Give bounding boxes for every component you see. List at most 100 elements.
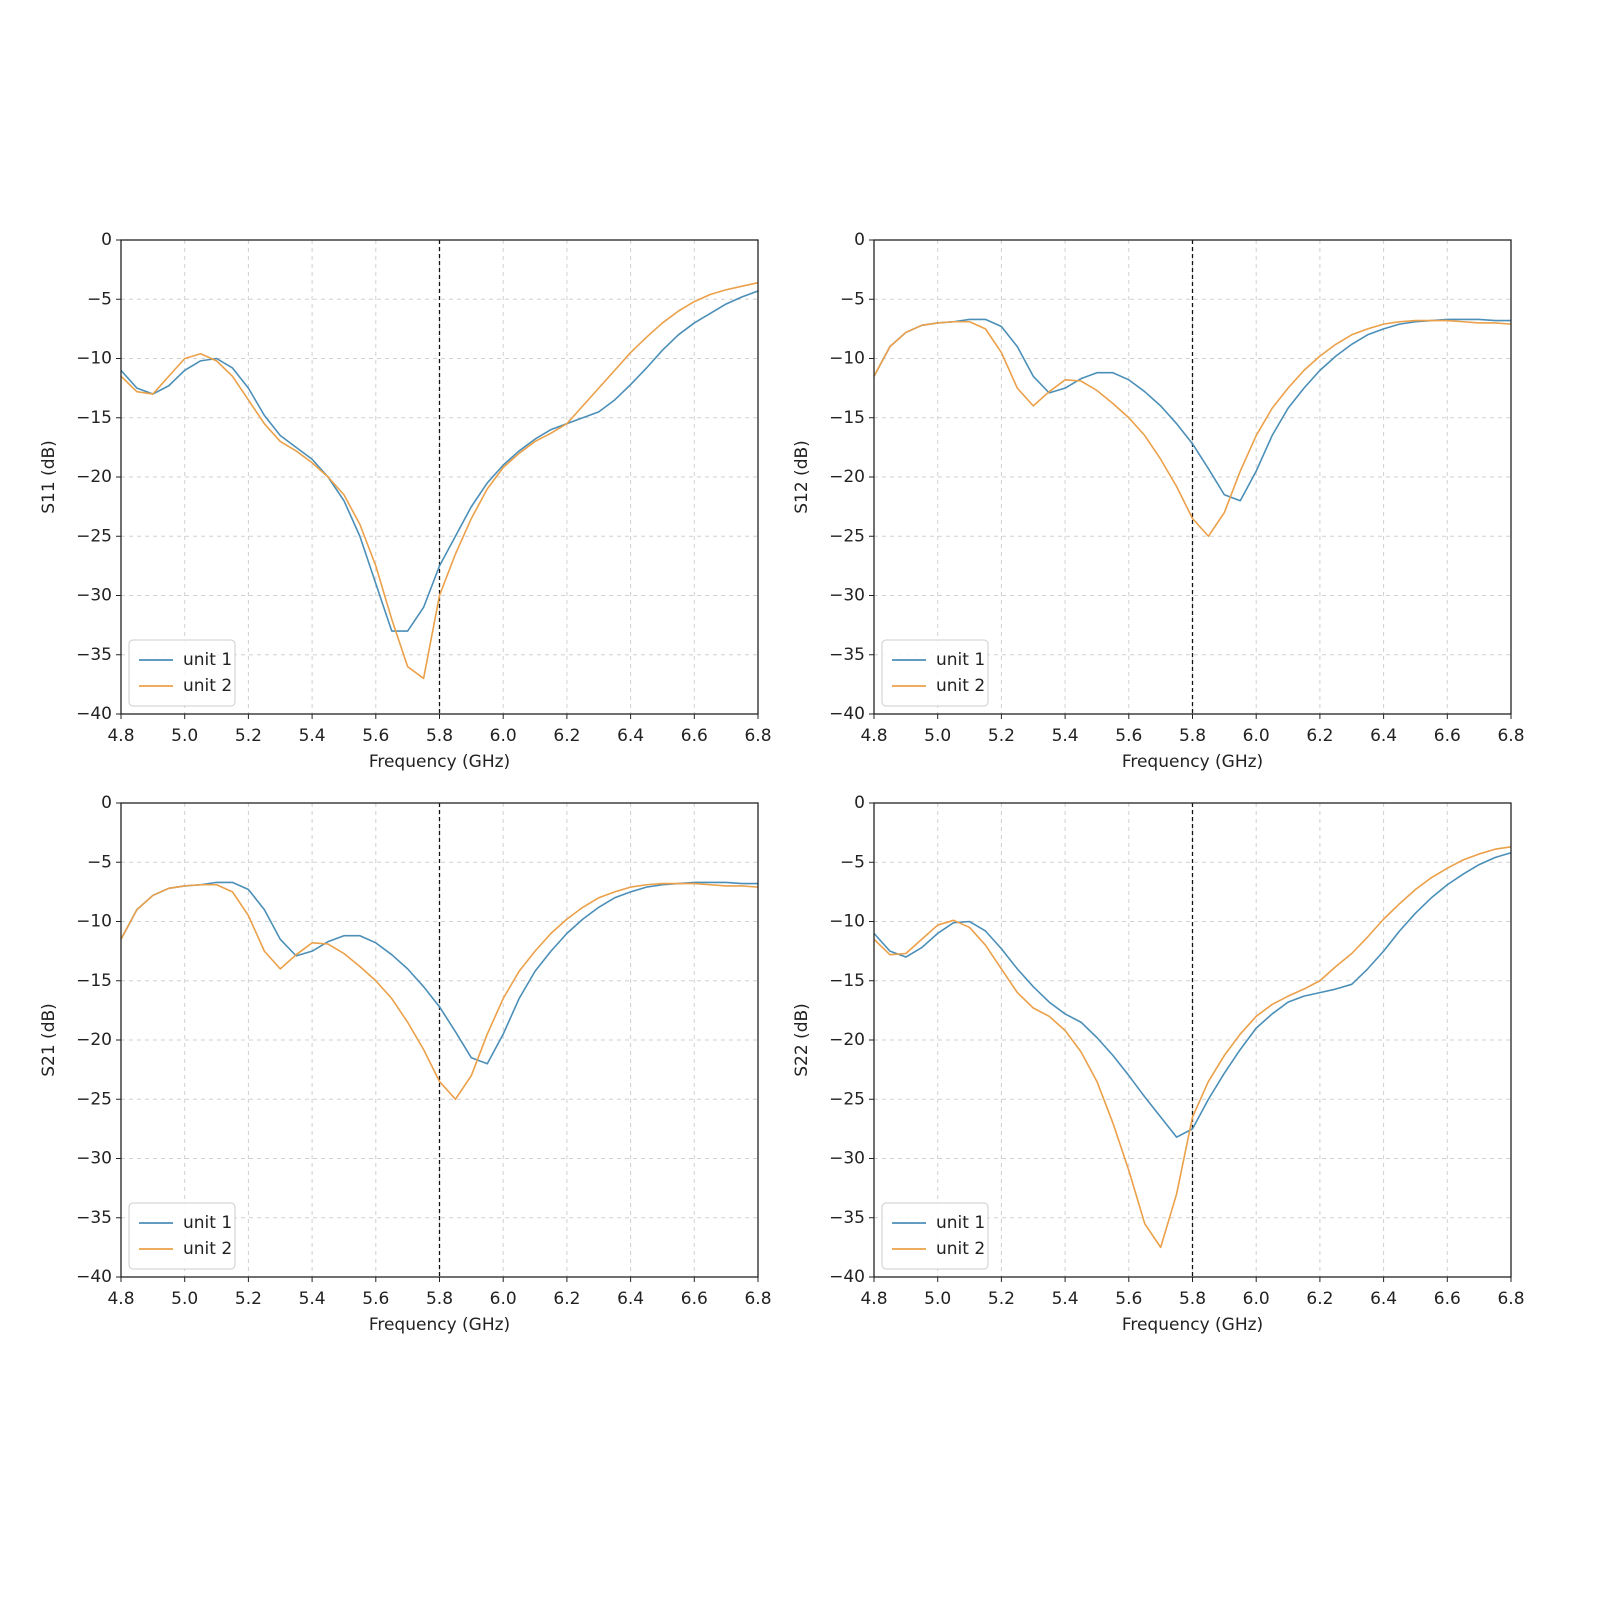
x-tick-label: 6.4 xyxy=(1370,1289,1397,1309)
x-tick-label: 5.0 xyxy=(171,1289,198,1309)
legend-label: unit 2 xyxy=(936,1239,985,1259)
y-tick-label: −10 xyxy=(829,912,865,932)
subplot: 4.8 5.0 5.2 5.4 5.6 5.8 6.0 6.2 6.4 6.6 6.8 −40 −35 −… xyxy=(39,793,772,1335)
x-tick-label: 4.8 xyxy=(860,726,887,746)
x-tick-label: 5.8 xyxy=(426,1289,453,1309)
x-tick-label: 6.2 xyxy=(553,726,580,746)
x-tick-label: 4.8 xyxy=(860,1289,887,1309)
x-tick-label: 6.0 xyxy=(1243,1289,1270,1309)
x-tick-label: 6.2 xyxy=(1306,1289,1333,1309)
data-line xyxy=(873,318,1511,502)
x-tick-label: 5.6 xyxy=(1115,1289,1142,1309)
y-tick-label: −20 xyxy=(829,467,865,487)
legend-label: unit 1 xyxy=(183,650,232,670)
x-tick-label: 5.2 xyxy=(988,726,1015,746)
x-tick-label: 5.8 xyxy=(1179,726,1206,746)
legend-box xyxy=(881,639,989,707)
legend-label: unit 2 xyxy=(183,1239,232,1259)
x-tick-label: 6.6 xyxy=(681,1289,708,1309)
legend-label: unit 1 xyxy=(183,1213,232,1233)
x-tick-label: 5.0 xyxy=(924,726,951,746)
plot-frame xyxy=(873,802,1512,1278)
x-tick-label: 6.8 xyxy=(744,726,771,746)
x-tick-label: 5.4 xyxy=(1052,1289,1079,1309)
x-tick-label: 4.8 xyxy=(107,726,134,746)
legend-label: unit 2 xyxy=(936,676,985,696)
x-tick-label: 5.0 xyxy=(924,1289,951,1309)
x-tick-label: 6.0 xyxy=(1243,726,1270,746)
y-tick-label: −10 xyxy=(76,349,112,369)
legend-box xyxy=(881,1202,989,1270)
y-tick-label: −35 xyxy=(829,645,865,665)
x-axis-label: Frequency (GHz) xyxy=(1122,1315,1263,1335)
legend-label: unit 1 xyxy=(936,650,985,670)
x-axis-label: Frequency (GHz) xyxy=(369,752,510,772)
x-tick-label: 6.6 xyxy=(1434,726,1461,746)
plot-frame xyxy=(873,239,1512,715)
subplot: 4.8 5.0 5.2 5.4 5.6 5.8 6.0 6.2 6.4 6.6 6.8 −40 −35 −… xyxy=(792,230,1525,772)
y-tick-label: −35 xyxy=(829,1208,865,1228)
y-tick-label: −5 xyxy=(840,852,865,872)
x-tick-label: 5.2 xyxy=(235,726,262,746)
y-tick-label: 0 xyxy=(101,230,112,250)
x-tick-label: 5.8 xyxy=(1179,1289,1206,1309)
x-tick-label: 6.0 xyxy=(490,1289,517,1309)
data-line xyxy=(873,846,1512,1249)
y-axis-label: S12 (dB) xyxy=(792,440,812,514)
y-tick-label: −15 xyxy=(829,971,865,991)
legend-box xyxy=(128,1202,236,1270)
y-tick-label: −5 xyxy=(87,289,112,309)
legend-box xyxy=(128,639,236,707)
x-tick-label: 6.8 xyxy=(1497,1289,1524,1309)
data-line xyxy=(120,290,759,632)
y-tick-label: −25 xyxy=(829,526,865,546)
y-tick-label: −30 xyxy=(76,586,112,606)
y-tick-label: −40 xyxy=(76,704,112,724)
y-axis-label: S21 (dB) xyxy=(39,1003,59,1077)
y-tick-label: −5 xyxy=(87,852,112,872)
x-tick-label: 5.6 xyxy=(1115,726,1142,746)
x-tick-label: 5.4 xyxy=(299,726,326,746)
y-tick-label: −40 xyxy=(829,704,865,724)
y-tick-label: −20 xyxy=(76,1030,112,1050)
y-tick-label: 0 xyxy=(854,230,865,250)
x-tick-label: 6.4 xyxy=(1370,726,1397,746)
y-tick-label: −25 xyxy=(829,1089,865,1109)
x-tick-label: 5.2 xyxy=(988,1289,1015,1309)
y-tick-label: −25 xyxy=(76,1089,112,1109)
data-line xyxy=(873,319,1512,538)
x-tick-label: 5.4 xyxy=(299,1289,326,1309)
subplot: 4.8 5.0 5.2 5.4 5.6 5.8 6.0 6.2 6.4 6.6 6.8 −40 −35 −… xyxy=(792,793,1525,1335)
y-tick-label: −15 xyxy=(76,971,112,991)
y-tick-label: −35 xyxy=(76,1208,112,1228)
y-tick-label: −30 xyxy=(829,586,865,606)
x-tick-label: 5.2 xyxy=(235,1289,262,1309)
x-tick-label: 5.0 xyxy=(171,726,198,746)
data-line xyxy=(120,882,759,1101)
x-tick-label: 6.6 xyxy=(681,726,708,746)
data-line xyxy=(873,852,1512,1138)
y-tick-label: −35 xyxy=(76,645,112,665)
x-tick-label: 5.4 xyxy=(1052,726,1079,746)
x-tick-label: 6.4 xyxy=(617,726,644,746)
x-tick-label: 6.2 xyxy=(1306,726,1333,746)
x-tick-label: 6.6 xyxy=(1434,1289,1461,1309)
y-tick-label: −20 xyxy=(829,1030,865,1050)
y-tick-label: −30 xyxy=(76,1149,112,1169)
y-tick-label: −15 xyxy=(829,408,865,428)
y-tick-label: −30 xyxy=(829,1149,865,1169)
y-axis-label: S22 (dB) xyxy=(792,1003,812,1077)
x-axis-label: Frequency (GHz) xyxy=(1122,752,1263,772)
data-line xyxy=(120,881,758,1065)
x-tick-label: 5.6 xyxy=(362,726,389,746)
x-tick-label: 6.8 xyxy=(744,1289,771,1309)
plot-frame xyxy=(120,802,759,1278)
y-tick-label: −15 xyxy=(76,408,112,428)
y-tick-label: −10 xyxy=(829,349,865,369)
x-tick-label: 4.8 xyxy=(107,1289,134,1309)
y-tick-label: −40 xyxy=(76,1267,112,1287)
x-tick-label: 5.6 xyxy=(362,1289,389,1309)
x-tick-label: 6.0 xyxy=(490,726,517,746)
plot-frame xyxy=(120,239,759,715)
